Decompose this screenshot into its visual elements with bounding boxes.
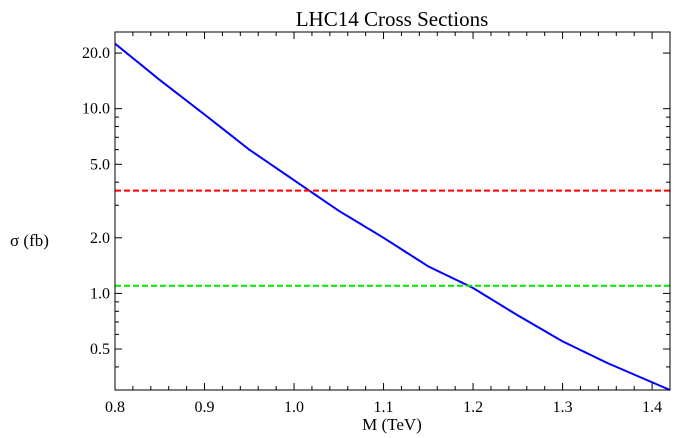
series-layer — [114, 42, 671, 391]
x-tick-label: 1.0 — [284, 399, 304, 416]
y-tick-label: 10.0 — [82, 101, 110, 118]
x-tick-label: 1.4 — [642, 399, 662, 416]
y-tick-label: 20.0 — [82, 45, 110, 62]
x-axis-label: M (TeV) — [362, 415, 422, 434]
chart-title: LHC14 Cross Sections — [296, 7, 489, 31]
x-axis: 0.8 0.9 1.0 1.1 1.2 1.3 1.4 — [105, 32, 671, 416]
plot-frame — [114, 31, 671, 391]
x-tick-label: 0.9 — [195, 399, 215, 416]
y-axis: 0.5 1.0 2.0 5.0 10.0 20.0 — [82, 45, 670, 391]
x-tick-label: 1.1 — [374, 399, 394, 416]
y-tick-label: 1.0 — [90, 285, 110, 302]
x-tick-label: 0.8 — [105, 399, 125, 416]
x-tick-label: 1.3 — [553, 399, 573, 416]
x-tick-label: 1.2 — [463, 399, 483, 416]
y-tick-label: 0.5 — [90, 341, 110, 358]
y-tick-label: 2.0 — [90, 230, 110, 247]
y-tick-label: 5.0 — [90, 156, 110, 173]
y-axis-label: σ (fb) — [10, 231, 49, 250]
cross-section-curve — [114, 42, 671, 391]
